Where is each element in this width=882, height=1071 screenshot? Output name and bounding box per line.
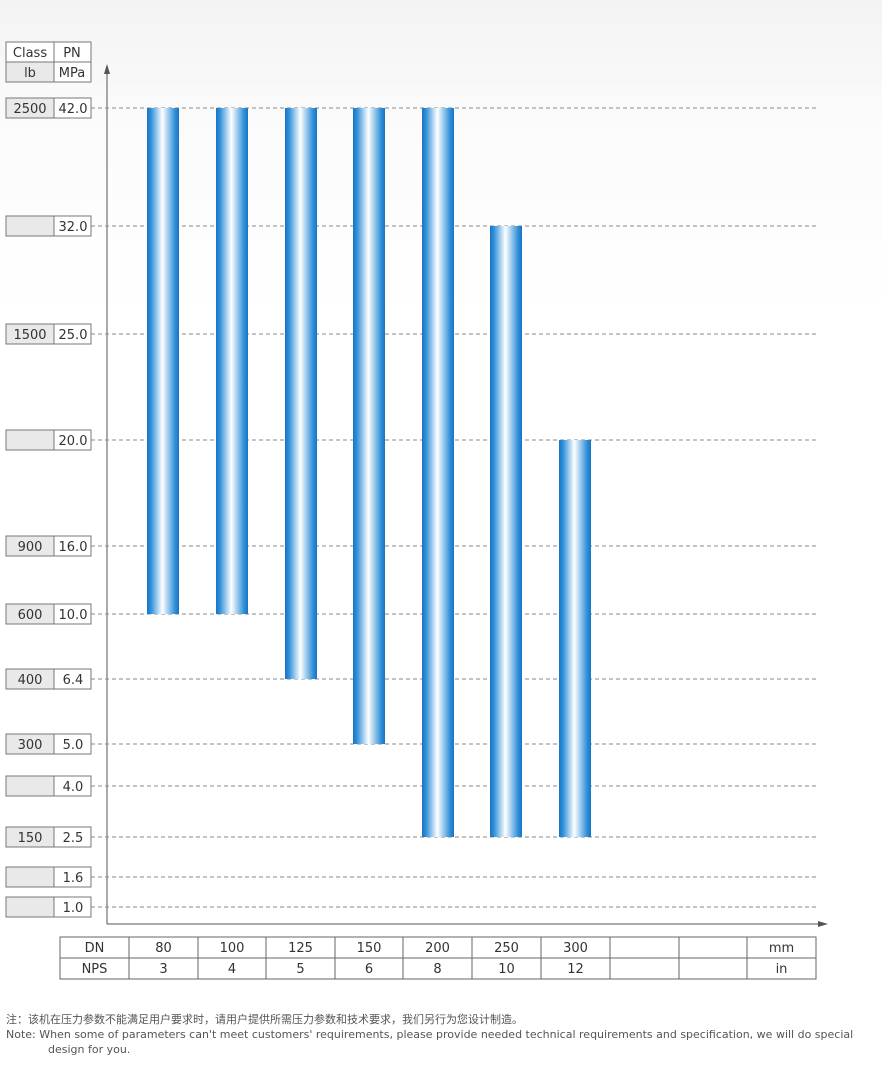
mpa-tick-label: 6.4: [63, 673, 84, 688]
mpa-unit-label: MPa: [59, 66, 85, 81]
bar-dn-200: [422, 108, 454, 837]
dn-row-label: DN: [85, 941, 105, 956]
class-tick-label: 2500: [13, 102, 46, 117]
dn-tick-label: 80: [155, 941, 172, 956]
class-tick-label: 150: [18, 831, 43, 846]
class-tick-label: 1500: [13, 328, 46, 343]
mpa-tick-label: 1.0: [63, 901, 84, 916]
dn-unit-label: mm: [769, 941, 794, 956]
class-tick-label: 400: [18, 673, 43, 688]
nominal-size-table: DN NPS 80 100 125 150 200 250 300 3 4 5 6 8 10 12 mm in: [59, 936, 817, 980]
nps-tick-label: 5: [296, 962, 304, 977]
mpa-tick-label: 5.0: [63, 738, 84, 753]
dn-tick-label: 125: [288, 941, 313, 956]
dn-tick-label: 150: [357, 941, 382, 956]
class-tick-label: 600: [18, 608, 43, 623]
pn-header-label: PN: [63, 46, 81, 61]
x-axis-arrow: [818, 921, 828, 927]
mpa-tick-label: 32.0: [59, 220, 88, 235]
nps-tick-label: 8: [433, 962, 441, 977]
bar-dn-100: [216, 108, 248, 614]
lb-unit-label: lb: [24, 66, 36, 81]
nps-tick-label: 6: [365, 962, 373, 977]
note-english: Note: When some of parameters can't meet…: [6, 1028, 854, 1056]
footnotes: 注：该机在压力参数不能满足用户要求时，请用户提供所需压力参数和技术要求，我们另行…: [6, 1012, 866, 1057]
y-axis-arrow: [104, 64, 110, 74]
mpa-tick-label: 42.0: [59, 102, 88, 117]
bar-dn-150: [353, 108, 385, 744]
class-tick-label: 300: [18, 738, 43, 753]
class-tick-label: 900: [18, 540, 43, 555]
mpa-tick-label: 2.5: [63, 831, 84, 846]
mpa-tick-label: 25.0: [59, 328, 88, 343]
pressure-rating-chart: Class PN lb MPa 2500 42.0 32.0 1500 25.0 20.0…: [5, 41, 828, 980]
mpa-tick-label: 10.0: [59, 608, 88, 623]
nps-tick-label: 10: [498, 962, 515, 977]
mpa-tick-label: 16.0: [59, 540, 88, 555]
nps-row-label: NPS: [82, 962, 108, 977]
dn-tick-label: 200: [425, 941, 450, 956]
nps-tick-label: 4: [228, 962, 236, 977]
nps-tick-label: 3: [159, 962, 167, 977]
mpa-tick-label: 1.6: [63, 871, 84, 886]
note-chinese: 注：该机在压力参数不能满足用户要求时，请用户提供所需压力参数和技术要求，我们另行…: [6, 1013, 523, 1026]
dn-tick-label: 100: [220, 941, 245, 956]
class-header-label: Class: [13, 46, 47, 61]
bar-dn-300: [559, 440, 591, 837]
dn-tick-label: 250: [494, 941, 519, 956]
nps-unit-label: in: [776, 962, 788, 977]
bar-dn-250: [490, 226, 522, 837]
nps-tick-label: 12: [567, 962, 584, 977]
bar-dn-125: [285, 108, 317, 679]
dn-tick-label: 300: [563, 941, 588, 956]
mpa-tick-label: 4.0: [63, 780, 84, 795]
bar-dn-80: [147, 108, 179, 614]
mpa-tick-label: 20.0: [59, 434, 88, 449]
